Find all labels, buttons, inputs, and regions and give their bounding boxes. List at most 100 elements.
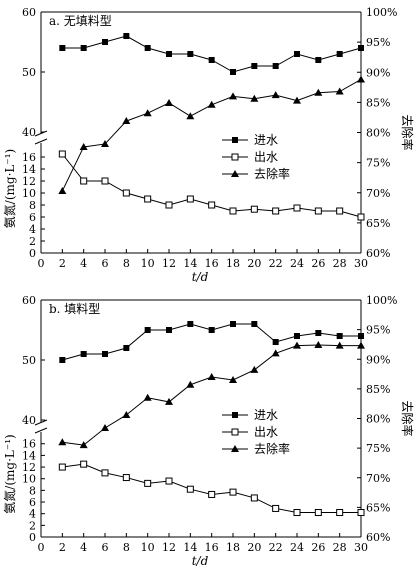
x-tick-label: 8: [123, 541, 130, 554]
data-point: [123, 345, 130, 351]
data-point: [357, 509, 365, 517]
legend-label: 出水: [254, 150, 278, 164]
data-point: [101, 177, 109, 185]
y-right-tick-label: 75%: [366, 157, 390, 170]
data-point: [335, 87, 344, 95]
x-tick-label: 2: [59, 541, 66, 554]
series-3: [58, 75, 365, 194]
data-point: [186, 485, 194, 493]
y-right-tick-label: 80%: [366, 127, 390, 140]
series-line: [61, 79, 362, 192]
x-tick-label: 4: [80, 257, 87, 270]
x-tick-label: 16: [205, 541, 219, 554]
legend-label: 去除率: [254, 441, 290, 456]
data-point: [294, 51, 300, 57]
y-left-tick-label: 10: [22, 187, 36, 200]
data-point: [229, 375, 237, 383]
x-tick-label: 4: [80, 541, 87, 554]
data-point: [58, 463, 66, 471]
data-point: [58, 150, 66, 158]
legend-swatch-marker: [231, 428, 239, 436]
legend-label: 进水: [254, 408, 278, 422]
data-point: [315, 57, 322, 63]
y-right-tick-label: 70%: [366, 187, 390, 200]
legend-item: 去除率: [222, 441, 290, 456]
x-tick-label: 30: [354, 541, 368, 554]
data-point: [314, 509, 322, 517]
y-left-tick-label: 12: [22, 461, 36, 474]
data-point: [336, 207, 344, 215]
legend-swatch-marker: [231, 445, 239, 452]
data-point: [207, 373, 216, 381]
data-point: [250, 205, 258, 213]
panel-title: a. 无填料型: [49, 14, 112, 28]
data-point: [144, 195, 152, 203]
y-right-tick-label: 90%: [366, 353, 390, 366]
x-tick-label: 2: [59, 257, 66, 270]
x-tick-label: 26: [311, 541, 325, 554]
y-left-axis-label: 氨氮/(mg·L⁻¹): [2, 434, 17, 513]
y-right-axis-label: 去除率: [400, 114, 415, 150]
y-left-tick-label: 14: [22, 449, 36, 462]
y-left-tick-label: 60: [22, 6, 36, 19]
data-point: [293, 341, 301, 349]
y-left-tick-label: 0: [29, 531, 36, 544]
y-left-tick-label: 12: [22, 175, 36, 188]
x-tick-label: 26: [311, 257, 325, 270]
data-point: [80, 460, 88, 468]
x-tick-label: 12: [162, 541, 176, 554]
data-point: [79, 142, 88, 150]
data-point: [250, 494, 258, 502]
data-point: [294, 333, 300, 339]
x-tick-label: 6: [102, 541, 109, 554]
y-left-tick-label: 14: [22, 163, 36, 176]
data-point: [358, 45, 364, 51]
data-point: [357, 75, 365, 83]
data-point: [293, 204, 301, 212]
data-point: [58, 438, 67, 446]
x-axis-label: t/d: [192, 554, 209, 568]
data-point: [101, 469, 109, 477]
data-point: [122, 117, 131, 125]
data-point: [272, 504, 280, 512]
data-point: [187, 321, 194, 327]
y-left-tick-label: 60: [22, 294, 36, 307]
y-left-tick-label: 8: [29, 484, 36, 497]
x-tick-label: 8: [123, 257, 130, 270]
data-point: [122, 474, 130, 482]
x-tick-label: 24: [290, 541, 304, 554]
y-right-tick-label: 95%: [366, 36, 390, 49]
series-1: [59, 33, 364, 75]
data-point: [314, 88, 323, 96]
data-point: [336, 333, 343, 339]
series-3: [58, 341, 365, 449]
y-right-axis-label: 去除率: [400, 400, 415, 436]
axis-break-mark: [34, 419, 48, 434]
x-tick-label: 24: [290, 257, 304, 270]
data-point: [186, 195, 194, 203]
data-point: [251, 63, 258, 69]
x-tick-label: 22: [269, 257, 283, 270]
y-left-tick-label: 16: [22, 151, 36, 164]
data-point: [271, 349, 280, 357]
data-point: [166, 327, 172, 333]
y-left-tick-label: 40: [22, 126, 36, 139]
data-point: [207, 100, 216, 108]
x-tick-label: 12: [162, 257, 176, 270]
y-left-tick-label: 16: [22, 438, 36, 451]
x-tick-label: 0: [38, 541, 45, 554]
x-tick-label: 22: [269, 541, 283, 554]
y-left-tick-label: 10: [22, 473, 36, 486]
data-point: [186, 112, 195, 120]
x-tick-label: 14: [183, 257, 197, 270]
y-left-tick-label: 6: [29, 211, 36, 224]
data-point: [80, 351, 87, 357]
y-left-tick-label: 0: [29, 247, 36, 260]
data-point: [230, 69, 236, 75]
data-point: [272, 63, 279, 69]
data-point: [186, 380, 195, 388]
data-point: [80, 45, 87, 51]
x-axis-label: t/d: [192, 270, 209, 284]
data-point: [122, 189, 130, 197]
